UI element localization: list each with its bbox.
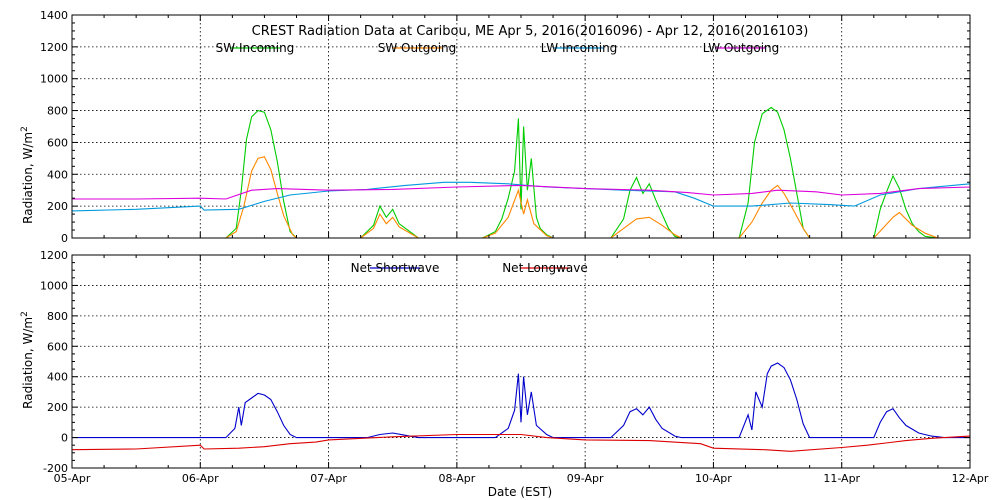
y-tick-label: 600 (47, 340, 68, 353)
legend-label: Net Longwave (502, 261, 588, 275)
x-tick-label: 05-Apr (54, 472, 91, 485)
chart-title: CREST Radiation Data at Caribou, ME Apr … (252, 24, 809, 39)
series-line-lw-outgoing (72, 184, 970, 200)
y-tick-label: 200 (47, 200, 68, 213)
x-tick-label: 10-Apr (695, 472, 732, 485)
legend-label: SW Incoming (216, 41, 295, 55)
top-panel: 0 200 400 600 800 1000 1200 1400 (40, 9, 971, 245)
y-tick-label: 1200 (40, 41, 68, 54)
x-tick-label: 09-Apr (567, 472, 604, 485)
x-tick-label: 11-Apr (823, 472, 860, 485)
bottom-legend: Net Shortwave Net Longwave (351, 261, 588, 275)
plot-frame (71, 254, 971, 469)
x-axis-label: Date (EST) (488, 485, 552, 499)
legend-label: LW Outgoing (703, 41, 780, 55)
y-tick-label: 1000 (40, 73, 68, 86)
bottom-panel: -200 0 200 400 600 800 1000 1200 05-Apr 06-Apr 07-… (40, 249, 989, 485)
series-line-net-shortwave (72, 362, 970, 439)
y-tick-label: 600 (47, 136, 68, 149)
x-tick-label: 12-Apr (952, 472, 989, 485)
x-tick-label: 06-Apr (182, 472, 219, 485)
top-legend: SW Incoming SW Outgoing LW Incoming LW Outg… (216, 41, 780, 55)
bottom-ylabel: Radiation, W/m2 (20, 311, 35, 409)
series-line-sw-outgoing (72, 156, 970, 238)
y-tick-label: 200 (47, 401, 68, 414)
y-tick-label: 400 (47, 168, 68, 181)
y-tick-label: 1200 (40, 249, 68, 262)
y-tick-label: 1000 (40, 279, 68, 292)
legend-label: SW Outgoing (378, 41, 457, 55)
x-tick-label: 07-Apr (310, 472, 347, 485)
y-tick-label: 800 (47, 105, 68, 118)
y-tick-label: -200 (43, 462, 68, 475)
y-tick-label: 1400 (40, 9, 68, 22)
y-tick-label: 0 (61, 432, 68, 445)
y-tick-label: 400 (47, 371, 68, 384)
y-tick-label: 0 (61, 232, 68, 245)
x-tick-label: 08-Apr (438, 472, 475, 485)
series-line-sw-incoming (72, 106, 970, 238)
series-line-net-longwave (72, 433, 970, 452)
y-tick-label: 800 (47, 310, 68, 323)
top-ylabel: Radiation, W/m2 (20, 126, 35, 224)
legend-label: LW Incoming (541, 41, 618, 55)
legend-label: Net Shortwave (351, 261, 440, 275)
